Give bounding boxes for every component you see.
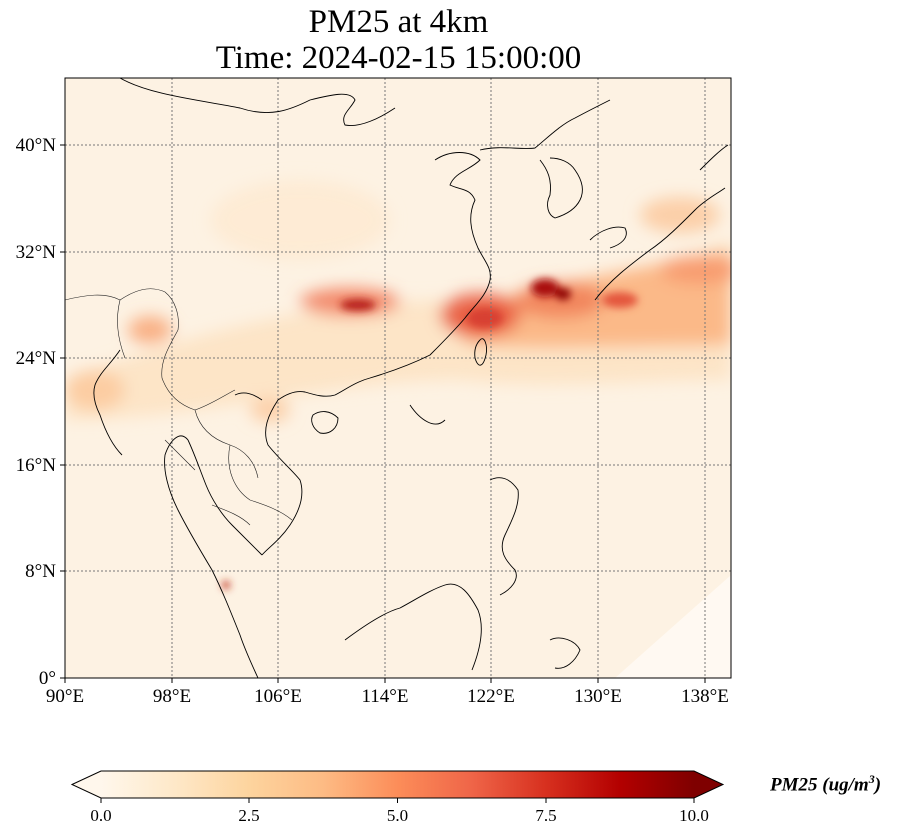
- coastlines: [93, 78, 729, 678]
- colorbar-min-extend: [72, 771, 101, 798]
- x-tick-label: 130°E: [574, 686, 622, 707]
- y-tick-label: 8°N: [25, 561, 56, 582]
- x-tick-label: 90°E: [46, 686, 84, 707]
- x-tick-label: 138°E: [681, 686, 729, 707]
- y-tick-label: 16°N: [16, 455, 57, 476]
- y-tick-label: 24°N: [16, 348, 57, 369]
- x-tick-label: 114°E: [362, 686, 409, 707]
- colorbar-max-extend: [694, 771, 723, 798]
- x-tick-label: 122°E: [467, 686, 515, 707]
- colorbar-tick-label: 5.0: [387, 806, 408, 825]
- colorbar: 0.0 2.5 5.0 7.5 10.0: [70, 770, 725, 825]
- colorbar-label-close: ): [874, 774, 882, 796]
- axis-tick-marks: [60, 144, 706, 683]
- gridlines: [65, 78, 731, 678]
- y-tick-label: 32°N: [16, 242, 57, 263]
- colorbar-tick-label: 7.5: [535, 806, 556, 825]
- country-borders: [65, 288, 293, 526]
- map-frame: [64, 77, 732, 679]
- colorbar-label: PM25 (ug/m3): [770, 772, 881, 796]
- pm25-concentration-field: [65, 78, 731, 678]
- y-tick-label: 0°: [39, 668, 56, 689]
- colorbar-tick-label: 0.0: [90, 806, 111, 825]
- x-tick-label: 98°E: [153, 686, 191, 707]
- colorbar-label-exponent: 3: [868, 772, 875, 786]
- colorbar-tick-label: 10.0: [679, 806, 709, 825]
- x-tick-label: 106°E: [254, 686, 302, 707]
- map-title-line2: Time: 2024-02-15 15:00:00: [215, 40, 582, 76]
- map-title-line1: PM25 at 4km: [308, 4, 489, 40]
- y-tick-label: 40°N: [16, 135, 57, 156]
- colorbar-tick-label: 2.5: [238, 806, 259, 825]
- colorbar-label-text: PM25 (ug/m: [770, 774, 869, 796]
